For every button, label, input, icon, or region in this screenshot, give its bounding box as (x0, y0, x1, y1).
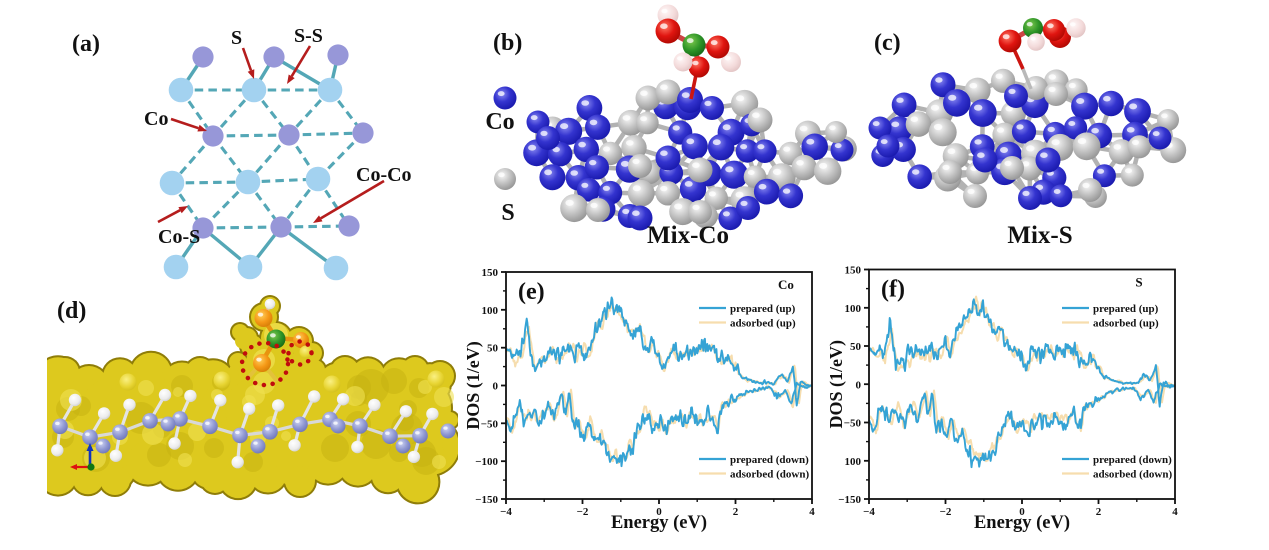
svg-text:−150: −150 (838, 494, 861, 506)
svg-text:0: 0 (493, 381, 499, 393)
svg-text:−150: −150 (475, 494, 498, 506)
svg-text:50: 50 (487, 343, 499, 355)
svg-text:Co: Co (144, 108, 168, 130)
svg-text:Mix-Co: Mix-Co (647, 222, 729, 249)
svg-text:Mix-S: Mix-S (1007, 222, 1072, 249)
svg-text:S: S (501, 200, 514, 226)
svg-text:Co: Co (485, 109, 514, 135)
svg-text:(f): (f) (881, 277, 905, 303)
svg-text:S: S (1135, 275, 1142, 290)
svg-text:adsorbed (down): adsorbed (down) (730, 469, 809, 481)
svg-text:4: 4 (809, 506, 815, 518)
svg-text:(e): (e) (518, 279, 545, 305)
svg-text:−2: −2 (940, 506, 952, 518)
svg-text:−50: −50 (481, 418, 499, 430)
svg-text:(c): (c) (874, 30, 901, 56)
svg-text:Energy (eV): Energy (eV) (611, 513, 707, 533)
svg-text:adsorbed (down): adsorbed (down) (1093, 469, 1172, 481)
svg-text:−4: −4 (500, 506, 512, 518)
svg-text:S-S: S-S (294, 25, 323, 47)
svg-text:100: 100 (845, 456, 862, 468)
svg-text:adsorbed (up): adsorbed (up) (730, 318, 796, 330)
svg-text:DOS (1/eV): DOS (1/eV) (826, 340, 847, 429)
svg-text:Co: Co (778, 277, 794, 292)
svg-text:S: S (231, 27, 242, 49)
svg-text:−4: −4 (863, 506, 875, 518)
svg-text:100: 100 (482, 305, 499, 317)
svg-text:DOS (1/eV): DOS (1/eV) (463, 341, 484, 430)
svg-text:prepared (up): prepared (up) (730, 303, 796, 315)
svg-text:(d): (d) (57, 298, 86, 324)
svg-text:prepared (down): prepared (down) (730, 454, 809, 466)
svg-text:4: 4 (1172, 506, 1178, 518)
svg-text:(b): (b) (493, 30, 522, 56)
svg-text:−100: −100 (475, 456, 498, 468)
svg-text:50: 50 (850, 341, 862, 353)
svg-text:−2: −2 (577, 506, 589, 518)
svg-text:adsorbed (up): adsorbed (up) (1093, 318, 1159, 330)
svg-text:−50: −50 (844, 418, 862, 430)
svg-text:prepared (up): prepared (up) (1093, 303, 1159, 315)
svg-text:150: 150 (482, 267, 499, 279)
svg-text:prepared (down): prepared (down) (1093, 454, 1172, 466)
svg-text:Energy (eV): Energy (eV) (974, 513, 1070, 533)
svg-text:100: 100 (845, 303, 862, 315)
svg-text:Co-Co: Co-Co (356, 164, 412, 186)
svg-text:2: 2 (733, 506, 739, 518)
svg-text:(a): (a) (72, 31, 100, 57)
svg-text:150: 150 (845, 265, 862, 277)
svg-text:2: 2 (1096, 506, 1102, 518)
svg-text:0: 0 (856, 379, 862, 391)
svg-text:Co-S: Co-S (158, 226, 200, 248)
